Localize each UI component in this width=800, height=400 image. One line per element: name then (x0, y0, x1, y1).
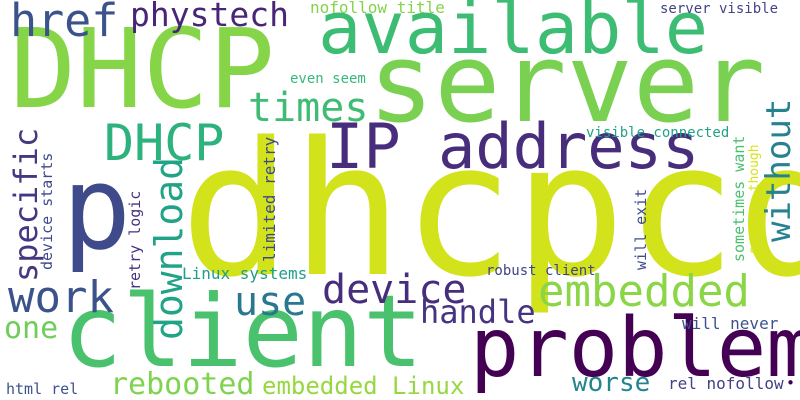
word-device: device (322, 267, 467, 313)
word-href: href (10, 0, 119, 47)
word-html-rel: html rel (6, 380, 79, 398)
word-device-starts: device starts (38, 152, 56, 270)
word-dhcp-small: DHCP (104, 114, 225, 172)
word-without: without (759, 98, 799, 242)
word-work: work (8, 272, 114, 323)
word-server: server (368, 19, 766, 147)
word-one: one (4, 311, 59, 346)
word-rel-nofollow: rel nofollow (668, 374, 784, 393)
word-ip-address: IP address (326, 110, 700, 183)
word-systems-though: systems though (747, 144, 762, 254)
word-worse: worse (572, 368, 651, 398)
word-problem: problem (470, 301, 800, 396)
word-times: times (248, 85, 369, 131)
word-handle: handle (420, 293, 536, 331)
word-nofollow-title: nofollow title (310, 0, 445, 17)
word-embedded-linux: embedded Linux (262, 372, 465, 400)
word-will-never: will never (682, 314, 779, 333)
word-linux-systems: Linux systems (182, 264, 308, 283)
word-sometimes-want: sometimes want (730, 135, 748, 262)
word-phystech: phystech (130, 0, 289, 34)
word-client: client (62, 273, 424, 390)
word-dhcp-large: DHCP (10, 5, 275, 133)
word-even-seem: even seem (290, 71, 366, 87)
word-p: p (62, 142, 132, 276)
word-embedded: embedded (538, 266, 750, 317)
word-rebooted: rebooted (110, 367, 255, 400)
word-available: available (318, 0, 709, 70)
word-server-visible: server visible (660, 1, 779, 17)
word-robust-client: robust client (486, 263, 596, 279)
word-visible-connected: visible connected (586, 125, 730, 141)
word-use: use (234, 279, 307, 325)
word-retry-logic: retry logic (126, 190, 144, 290)
word-download: download (147, 156, 191, 340)
word-limited-retry: limited retry (260, 136, 279, 262)
word-will-exit: will exit (632, 188, 650, 270)
word-bullet: • (786, 374, 796, 392)
word-dhcpcd: dhcpcd (180, 102, 800, 318)
